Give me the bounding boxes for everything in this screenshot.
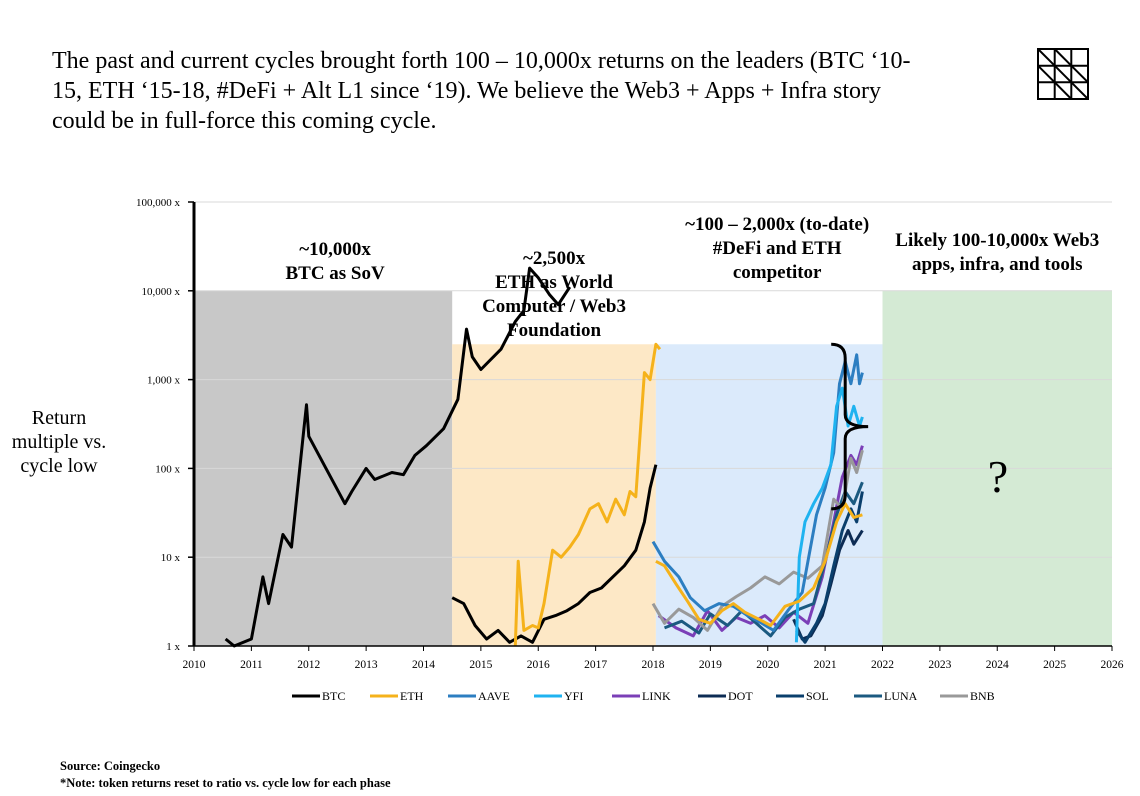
- curly-bracket: [831, 342, 869, 511]
- series-lines: [224, 266, 864, 648]
- series-line-yfi: [794, 386, 864, 643]
- x-tick-label: 2022: [871, 659, 894, 671]
- y-axis-label: Return multiple vs. cycle low: [11, 407, 107, 477]
- x-tick-label: 2020: [756, 659, 779, 671]
- eth-phase-label: ~2,500x ETH as World Computer / Web3 Founda…: [482, 248, 626, 341]
- x-tick-label: 2015: [469, 659, 492, 671]
- x-tick-label: 2011: [240, 659, 263, 671]
- y-tick-label: 1 x: [166, 641, 180, 653]
- x-tick-label: 2017: [584, 659, 607, 671]
- footnote: Source: Coingecko *Note: token returns r…: [60, 758, 391, 792]
- series-line-eth: [655, 502, 863, 627]
- legend-label-bnb: BNB: [970, 689, 995, 703]
- legend: BTC ETH AAVE YFI LINK DOT SOL LUNA BNB: [292, 689, 995, 703]
- series-line-aave: [651, 353, 864, 632]
- legend-label-aave: AAVE: [478, 689, 510, 703]
- y-tick-label: 1,000 x: [147, 375, 181, 387]
- y-tick-label: 100,000 x: [136, 197, 181, 209]
- source-line: Source: Coingecko: [60, 759, 161, 773]
- eth-phase-area: [452, 344, 656, 646]
- x-tick-label: 2019: [699, 659, 722, 671]
- headline: The past and current cycles brought fort…: [52, 48, 911, 134]
- x-tick-label: 2023: [928, 659, 951, 671]
- web3-phase-label: Likely 100-10,000x Web3 apps, infra, and …: [895, 230, 1099, 275]
- projection-bracket: [831, 342, 869, 511]
- y-tick-label: 10,000 x: [142, 286, 181, 298]
- x-tick-label: 2013: [355, 659, 378, 671]
- x-tick-label: 2026: [1101, 659, 1124, 671]
- x-tick-label: 2025: [1043, 659, 1066, 671]
- x-tick-label: 2018: [642, 659, 665, 671]
- returns-chart: 1 x 10 x 100 x 1,000 x 10,000 x 100,000 x 2010…: [136, 197, 1124, 703]
- x-tick-label: 2010: [183, 659, 206, 671]
- x-tick-label: 2016: [527, 659, 550, 671]
- y-tick-label: 100 x: [155, 463, 180, 475]
- btc-phase-label: ~10,000x BTC as SoV: [285, 239, 385, 284]
- legend-label-sol: SOL: [806, 689, 829, 703]
- x-tick-label: 2014: [412, 659, 435, 671]
- x-tick-label: 2024: [986, 659, 1009, 671]
- y-tick-label: 10 x: [161, 552, 181, 564]
- series-line-btc: [224, 266, 572, 648]
- x-tick-label: 2021: [814, 659, 837, 671]
- legend-label-yfi: YFI: [564, 689, 583, 703]
- legend-label-link: LINK: [642, 689, 671, 703]
- legend-label-btc: BTC: [322, 689, 345, 703]
- phase-labels: ~10,000x BTC as SoV ~2,500x ETH as World Com…: [285, 214, 1099, 341]
- legend-label-dot: DOT: [728, 689, 753, 703]
- grid-triangle-logo-icon: [1037, 48, 1089, 100]
- x-tick-label: 2012: [297, 659, 320, 671]
- legend-label-luna: LUNA: [884, 689, 918, 703]
- axes: 1 x 10 x 100 x 1,000 x 10,000 x 100,000 x 2010…: [136, 197, 1124, 671]
- note-line: *Note: token returns reset to ratio vs. …: [60, 776, 391, 790]
- question-mark: ?: [988, 451, 1008, 502]
- series-line-btc: [451, 464, 658, 644]
- series-line-eth: [513, 342, 662, 647]
- legend-label-eth: ETH: [400, 689, 424, 703]
- defi-phase-label: ~100 – 2,000x (to-date) #DeFi and ETH comp…: [685, 214, 869, 283]
